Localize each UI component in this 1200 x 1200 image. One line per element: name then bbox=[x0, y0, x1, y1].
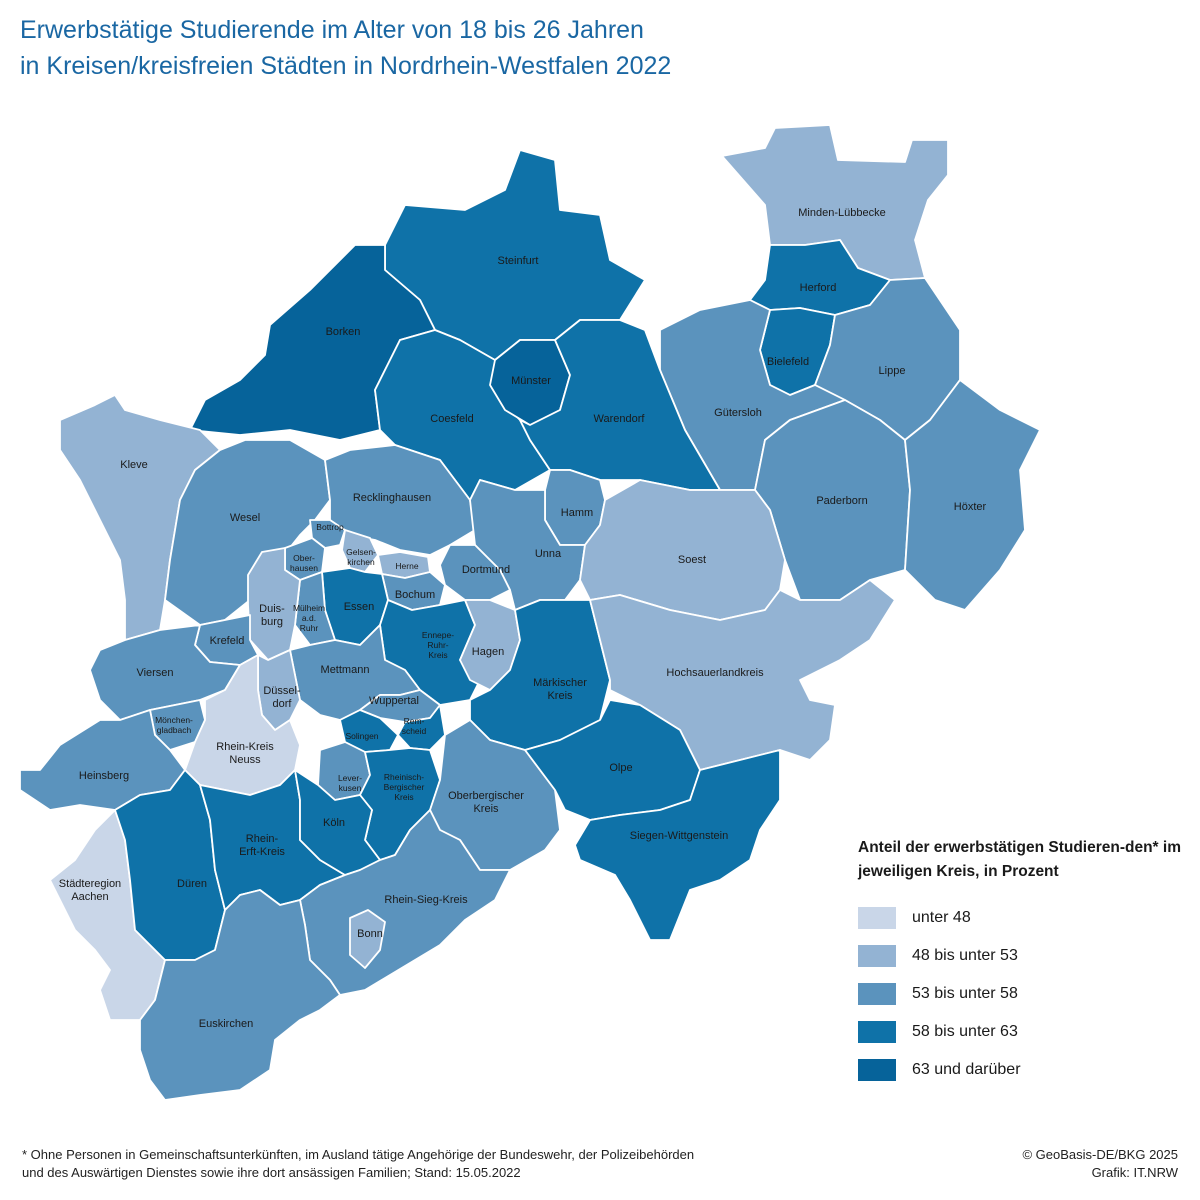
label-lippe: Lippe bbox=[879, 365, 906, 377]
legend-item: 63 und darüber bbox=[858, 1051, 1188, 1089]
legend: Anteil der erwerbstätigen Studieren-den*… bbox=[858, 836, 1188, 1089]
label-siegen: Siegen-Wittgenstein bbox=[630, 830, 728, 842]
label-warendorf: Warendorf bbox=[594, 413, 646, 425]
legend-swatch bbox=[858, 907, 896, 929]
label-viersen: Viersen bbox=[136, 667, 173, 679]
label-solingen: Solingen bbox=[345, 731, 378, 741]
title-line-1: Erwerbstätige Studierende im Alter von 1… bbox=[20, 16, 644, 44]
label-koeln: Köln bbox=[323, 817, 345, 829]
map-labels: Minden-Lübbecke Herford Bielefeld Lippe … bbox=[59, 207, 987, 1030]
label-minden-luebbecke: Minden-Lübbecke bbox=[798, 207, 885, 219]
label-krefeld: Krefeld bbox=[210, 635, 245, 647]
legend-label: 48 bis unter 53 bbox=[912, 947, 1018, 964]
map-title: Erwerbstätige Studierende im Alter von 1… bbox=[20, 12, 671, 84]
region-siegen[interactable] bbox=[574, 749, 781, 941]
legend-label: 63 und darüber bbox=[912, 1061, 1021, 1078]
label-hagen: Hagen bbox=[472, 646, 504, 658]
label-recklinghausen: Recklinghausen bbox=[353, 492, 431, 504]
label-erft: Rhein-Erft-Kreis bbox=[239, 833, 285, 858]
legend-label: 53 bis unter 58 bbox=[912, 985, 1018, 1002]
label-maerkisch: Märkischer Kreis bbox=[533, 677, 587, 702]
label-herne: Herne bbox=[395, 561, 418, 571]
region-warendorf[interactable] bbox=[519, 319, 721, 491]
label-essen: Essen bbox=[344, 601, 375, 613]
label-neuss: Rhein-Kreis Neuss bbox=[216, 741, 274, 766]
label-steinfurt: Steinfurt bbox=[498, 255, 539, 267]
region-wesel[interactable] bbox=[164, 439, 331, 626]
label-guetersloh: Gütersloh bbox=[714, 407, 762, 419]
label-hochsauerland: Hochsauerlandkreis bbox=[666, 667, 764, 679]
label-leverkusen: Lever-kusen bbox=[338, 773, 362, 793]
legend-title: Anteil der erwerbstätigen Studieren-den*… bbox=[858, 839, 1181, 880]
credits: © GeoBasis-DE/BKG 2025 Grafik: IT.NRW bbox=[1022, 1146, 1178, 1182]
label-muelheim: Mülheim a.d. Ruhr bbox=[293, 603, 325, 633]
footnote: * Ohne Personen in Gemeinschaftsunterkün… bbox=[22, 1146, 694, 1182]
label-coesfeld: Coesfeld bbox=[430, 413, 473, 425]
legend-swatch bbox=[858, 945, 896, 967]
label-moenchengladbach: Mönchen-gladbach bbox=[155, 715, 193, 735]
region-bonn[interactable] bbox=[349, 909, 386, 969]
label-wesel: Wesel bbox=[230, 512, 260, 524]
region-hoexter[interactable] bbox=[904, 379, 1041, 611]
legend-label: 58 bis unter 63 bbox=[912, 1023, 1018, 1040]
label-bielefeld: Bielefeld bbox=[767, 356, 809, 368]
label-rheinberg: Rheinisch-Bergischer Kreis bbox=[384, 772, 425, 802]
label-wuppertal: Wuppertal bbox=[369, 695, 419, 707]
label-duisburg: Duis-burg bbox=[259, 603, 285, 628]
legend-swatch bbox=[858, 983, 896, 1005]
label-duesseldorf: Düssel-dorf bbox=[263, 685, 301, 710]
footnote-line-1: * Ohne Personen in Gemeinschaftsunterkün… bbox=[22, 1147, 695, 1162]
footnote-line-2: und des Auswärtigen Dienstes sowie ihre … bbox=[22, 1165, 521, 1180]
region-euskirchen[interactable] bbox=[139, 889, 341, 1101]
label-oberhausen: Ober-hausen bbox=[290, 553, 318, 573]
legend-swatch bbox=[858, 1059, 896, 1081]
copyright-text: © GeoBasis-DE/BKG 2025 bbox=[1022, 1147, 1178, 1162]
legend-item: 53 bis unter 58 bbox=[858, 975, 1188, 1013]
label-dueren: Düren bbox=[177, 878, 207, 890]
graphic-credit: Grafik: IT.NRW bbox=[1091, 1165, 1178, 1180]
label-kleve: Kleve bbox=[120, 459, 148, 471]
label-oberberg: Oberbergischer Kreis bbox=[448, 790, 524, 815]
region-remscheid[interactable] bbox=[397, 704, 446, 751]
label-hamm: Hamm bbox=[561, 507, 593, 519]
label-euskirchen: Euskirchen bbox=[199, 1018, 253, 1030]
legend-item: 48 bis unter 53 bbox=[858, 937, 1188, 975]
label-borken: Borken bbox=[326, 326, 361, 338]
label-muenster: Münster bbox=[511, 375, 551, 387]
legend-label: unter 48 bbox=[912, 909, 971, 926]
label-aachen: Städteregion Aachen bbox=[59, 878, 121, 903]
legend-item: 58 bis unter 63 bbox=[858, 1013, 1188, 1051]
map-regions bbox=[19, 124, 1041, 1101]
label-bottrop: Bottrop bbox=[316, 522, 344, 532]
label-soest: Soest bbox=[678, 554, 706, 566]
label-dortmund: Dortmund bbox=[462, 564, 510, 576]
label-unna: Unna bbox=[535, 548, 562, 560]
label-herford: Herford bbox=[800, 282, 837, 294]
label-rheinsieg: Rhein-Sieg-Kreis bbox=[384, 894, 468, 906]
label-olpe: Olpe bbox=[609, 762, 632, 774]
region-neuss[interactable] bbox=[184, 654, 301, 796]
label-ennepe: Ennepe-Ruhr-Kreis bbox=[422, 630, 454, 660]
legend-item: unter 48 bbox=[858, 899, 1188, 937]
label-heinsberg: Heinsberg bbox=[79, 770, 129, 782]
legend-items: unter 48 48 bis unter 53 53 bis unter 58… bbox=[858, 899, 1188, 1089]
label-bonn: Bonn bbox=[357, 928, 383, 940]
label-remscheid: Rem-scheid bbox=[402, 716, 427, 736]
title-line-2: in Kreisen/kreisfreien Städten in Nordrh… bbox=[20, 52, 672, 80]
label-paderborn: Paderborn bbox=[816, 495, 867, 507]
legend-swatch bbox=[858, 1021, 896, 1043]
label-bochum: Bochum bbox=[395, 589, 435, 601]
label-hoexter: Höxter bbox=[954, 501, 987, 513]
label-mettmann: Mettmann bbox=[321, 664, 370, 676]
label-gelsenkirchen: Gelsen-kirchen bbox=[346, 547, 376, 567]
